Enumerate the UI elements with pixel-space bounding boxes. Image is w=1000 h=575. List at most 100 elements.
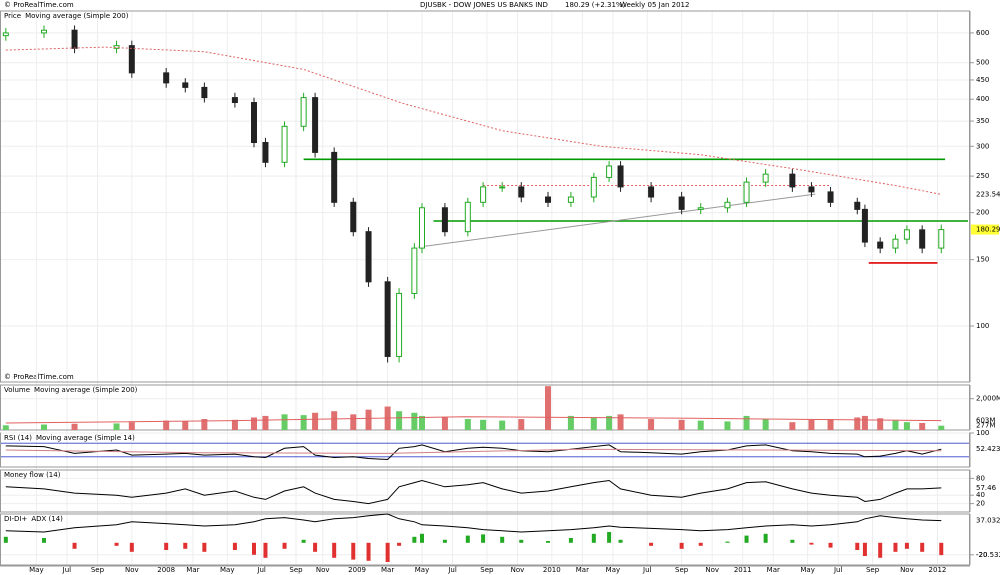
y-tick-label: 200 bbox=[976, 209, 989, 217]
x-tick-label: Jul bbox=[833, 566, 843, 574]
volume-bar bbox=[182, 421, 189, 430]
candle-body bbox=[182, 82, 189, 88]
x-tick-label: Nov bbox=[705, 566, 719, 574]
candle-body bbox=[419, 207, 425, 249]
candle-body bbox=[861, 208, 868, 243]
histogram-bar bbox=[442, 539, 447, 543]
candle-body bbox=[590, 176, 597, 198]
histogram-bar bbox=[232, 542, 237, 550]
volume-bar bbox=[2, 425, 9, 430]
volume-bar bbox=[789, 422, 796, 430]
series-line bbox=[5, 416, 942, 424]
candle-body bbox=[464, 201, 471, 233]
volume-bar bbox=[262, 415, 269, 430]
volume-bar bbox=[743, 415, 750, 430]
histogram-bar bbox=[500, 536, 505, 543]
candle-body bbox=[545, 196, 551, 203]
trend-line bbox=[418, 193, 816, 248]
histogram-bar bbox=[301, 539, 306, 543]
candle-body bbox=[877, 241, 884, 249]
volume-bar bbox=[762, 419, 769, 430]
candle-body bbox=[2, 32, 9, 37]
volume-bar bbox=[606, 415, 613, 430]
source: © ProRealTime.com bbox=[4, 1, 74, 9]
candle-body bbox=[903, 229, 910, 240]
candle-body bbox=[251, 102, 257, 144]
volume-bar bbox=[128, 422, 135, 430]
candle-body bbox=[648, 186, 655, 198]
candle-body bbox=[808, 186, 815, 193]
y-tick-label: 400 bbox=[976, 95, 989, 103]
last-value-label: 37.032 bbox=[976, 517, 1000, 525]
candle-body bbox=[892, 238, 899, 249]
series-line bbox=[5, 444, 942, 461]
candle-body bbox=[365, 231, 372, 283]
histogram-bar bbox=[351, 542, 356, 560]
x-tick-label: Jul bbox=[447, 566, 457, 574]
candle-body bbox=[724, 201, 731, 209]
histogram-bar bbox=[568, 538, 573, 543]
histogram-bar bbox=[183, 542, 188, 549]
candle-body bbox=[113, 45, 120, 49]
volume-bar bbox=[113, 423, 120, 430]
volume-bar bbox=[545, 386, 551, 430]
histogram-bar bbox=[385, 542, 390, 562]
candle-body bbox=[41, 29, 47, 34]
histogram-bar bbox=[3, 536, 8, 543]
y-tick-label: -20 bbox=[976, 551, 987, 559]
histogram-bar bbox=[679, 542, 684, 549]
histogram-bar bbox=[412, 536, 417, 543]
histogram-bar bbox=[828, 542, 833, 548]
last-value-label: 223.54 bbox=[976, 190, 1000, 198]
histogram-bar bbox=[366, 542, 371, 561]
histogram-bar bbox=[282, 542, 287, 549]
volume-bar bbox=[251, 417, 257, 430]
y-tick-label: 300 bbox=[976, 142, 989, 150]
volume-bar bbox=[480, 419, 487, 430]
candle-body bbox=[281, 125, 288, 163]
volume-bar bbox=[441, 417, 448, 430]
volume-bar bbox=[464, 419, 471, 430]
histogram-bar bbox=[42, 538, 46, 543]
candle-body bbox=[201, 86, 208, 99]
volume-bar bbox=[419, 415, 425, 430]
last-price-label: 180.29 bbox=[976, 226, 1000, 234]
last-value-label: 603M bbox=[976, 417, 995, 425]
candle-body bbox=[480, 186, 487, 203]
series-line bbox=[5, 513, 942, 533]
volume-bar bbox=[861, 415, 868, 430]
x-tick-label: Mar bbox=[767, 566, 780, 574]
last-value-label: 57.46 bbox=[976, 484, 997, 492]
legend-entry: Moving average (Simple 14) bbox=[36, 434, 135, 442]
x-tick-label: May bbox=[29, 566, 43, 574]
y-tick-label: 100 bbox=[976, 322, 989, 330]
histogram-bar bbox=[591, 533, 596, 543]
volume-bar bbox=[697, 420, 704, 430]
x-tick-label: Nov bbox=[900, 566, 914, 574]
legend-entry: Volume bbox=[4, 386, 30, 394]
volume-bar bbox=[231, 419, 238, 430]
x-tick-label: May bbox=[606, 566, 620, 574]
volume-bar bbox=[201, 419, 208, 430]
y-tick-label: 80 bbox=[976, 474, 985, 482]
volume-bar bbox=[41, 424, 47, 430]
last-price-box bbox=[971, 224, 999, 235]
histogram-bar bbox=[618, 539, 623, 543]
volume-bar bbox=[903, 422, 910, 430]
volume-bar bbox=[678, 419, 685, 430]
histogram-bar bbox=[878, 542, 883, 558]
quote: 180.29 (+2.31%) bbox=[565, 1, 626, 9]
volume-bar bbox=[281, 414, 288, 430]
last-value-label: -20.532 bbox=[976, 551, 1000, 559]
candle-body bbox=[411, 247, 418, 294]
x-tick-label: Sep bbox=[289, 566, 303, 574]
candle-body bbox=[163, 72, 170, 84]
x-tick-label: 2008 bbox=[157, 566, 175, 574]
y-tick-label: 600 bbox=[976, 29, 989, 37]
volume-bar bbox=[617, 414, 624, 430]
histogram-bar bbox=[332, 542, 337, 558]
histogram-bar bbox=[72, 542, 77, 549]
x-tick-label: Mar bbox=[186, 566, 199, 574]
